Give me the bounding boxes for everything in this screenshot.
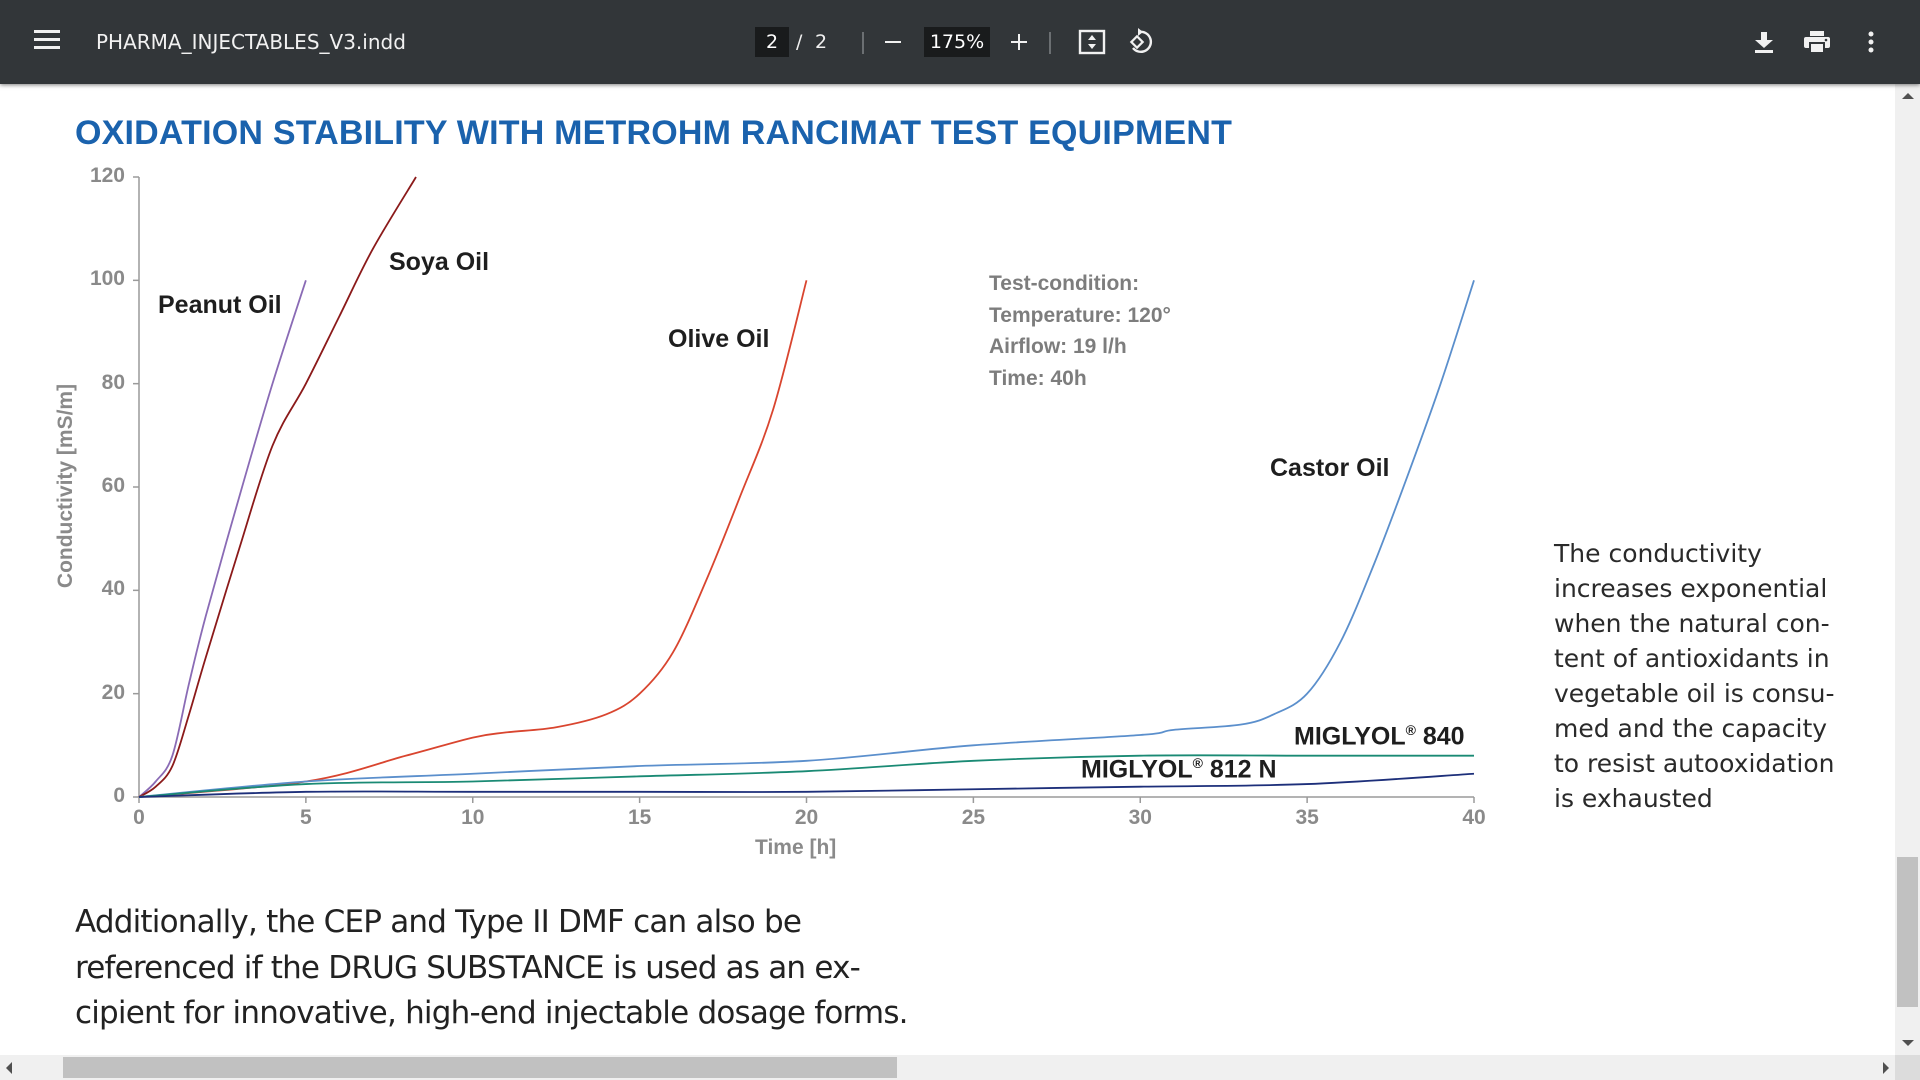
side-explanation-text: The conductivity increases exponential w… bbox=[1554, 536, 1835, 816]
series-label-peanut-oil: Peanut Oil bbox=[158, 291, 282, 319]
print-button[interactable] bbox=[1797, 22, 1837, 62]
document-title: PHARMA_INJECTABLES_V3.indd bbox=[96, 30, 406, 54]
page-number-input[interactable]: 2 bbox=[755, 27, 789, 57]
x-tick-label: 0 bbox=[133, 806, 145, 829]
scroll-up-arrow-icon[interactable] bbox=[1902, 93, 1914, 99]
side-text-line: vegetable oil is consu- bbox=[1554, 679, 1835, 708]
series-line bbox=[138, 280, 307, 798]
series-line bbox=[138, 176, 417, 798]
scroll-down-arrow-icon[interactable] bbox=[1902, 1040, 1914, 1046]
x-tick-label: 15 bbox=[627, 806, 652, 829]
y-tick-label: 60 bbox=[101, 474, 125, 497]
miglyol-840-name: MIGLYOL bbox=[1294, 722, 1406, 751]
pdf-toolbar: PHARMA_INJECTABLES_V3.indd 2 / 2 175% bbox=[0, 0, 1920, 84]
x-tick-label: 30 bbox=[1128, 806, 1152, 829]
series-line bbox=[138, 772, 1475, 798]
series-line bbox=[138, 280, 1475, 798]
series-label-miglyol-840: MIGLYOL® 840 bbox=[1294, 722, 1465, 751]
registered-mark: ® bbox=[1405, 722, 1416, 738]
y-tick-label: 120 bbox=[89, 164, 125, 187]
oxidation-stability-chart bbox=[133, 176, 1475, 803]
plus-icon bbox=[1011, 34, 1027, 50]
x-tick-label: 5 bbox=[300, 806, 312, 829]
scroll-left-arrow-icon[interactable] bbox=[6, 1062, 12, 1074]
hamburger-menu-icon[interactable] bbox=[34, 30, 60, 52]
rotate-counterclockwise-icon bbox=[1129, 28, 1153, 53]
registered-mark: ® bbox=[1192, 755, 1203, 771]
chart-series bbox=[138, 176, 1475, 798]
test-condition-time: Time: 40h bbox=[989, 366, 1087, 390]
y-tick-label: 40 bbox=[101, 577, 125, 601]
test-condition-heading: Test-condition: bbox=[989, 272, 1140, 295]
more-actions-button[interactable] bbox=[1851, 22, 1891, 62]
paragraph-line: referenced if the DRUG SUBSTANCE is used… bbox=[75, 949, 861, 986]
side-text-line: when the natural con- bbox=[1554, 609, 1830, 638]
miglyol-812-number: 812 N bbox=[1202, 755, 1277, 784]
side-text-line: med and the capacity bbox=[1554, 714, 1828, 743]
toolbar-divider bbox=[1049, 32, 1051, 54]
x-tick-label: 40 bbox=[1462, 806, 1486, 829]
series-label-castor-oil: Castor Oil bbox=[1270, 454, 1390, 482]
side-text-line: The conductivity bbox=[1554, 539, 1762, 568]
test-condition-annotation: Test-condition: Temperature: 120° Airflo… bbox=[989, 268, 1171, 394]
fit-to-page-button[interactable] bbox=[1072, 22, 1112, 62]
side-text-line: is exhausted bbox=[1554, 784, 1713, 813]
scroll-right-arrow-icon[interactable] bbox=[1883, 1062, 1889, 1074]
x-tick-label: 20 bbox=[794, 806, 819, 829]
series-line bbox=[138, 280, 808, 798]
minus-icon bbox=[885, 41, 901, 43]
side-text-line: tent of antioxidants in bbox=[1554, 644, 1830, 673]
y-tick-label: 20 bbox=[101, 680, 125, 704]
download-button[interactable] bbox=[1744, 22, 1784, 62]
miglyol-840-number: 840 bbox=[1415, 722, 1465, 751]
zoom-out-button[interactable] bbox=[873, 22, 913, 62]
page-separator: / bbox=[796, 31, 803, 53]
more-vertical-icon bbox=[1868, 31, 1874, 53]
section-heading: OXIDATION STABILITY WITH METROHM RANCIMA… bbox=[75, 114, 1233, 152]
side-text-line: increases exponential bbox=[1554, 574, 1828, 603]
test-condition-airflow: Airflow: 19 l/h bbox=[989, 335, 1127, 358]
series-label-miglyol-812n: MIGLYOL® 812 N bbox=[1081, 755, 1277, 784]
series-label-soya-oil: Soya Oil bbox=[389, 248, 490, 276]
vertical-scroll-thumb[interactable] bbox=[1897, 857, 1918, 1007]
test-condition-temperature: Temperature: 120° bbox=[989, 303, 1171, 327]
horizontal-scroll-thumb[interactable] bbox=[63, 1057, 897, 1078]
y-axis-label: Conductivity [mS/m] bbox=[54, 383, 77, 589]
x-tick-label: 10 bbox=[461, 806, 485, 829]
rotate-button[interactable] bbox=[1121, 22, 1161, 62]
x-tick-label: 35 bbox=[1295, 806, 1319, 829]
zoom-level-input[interactable]: 175% bbox=[924, 27, 990, 57]
scrollbar-corner bbox=[1895, 1055, 1920, 1080]
toolbar-divider bbox=[862, 32, 864, 54]
chart-axes bbox=[133, 176, 1475, 803]
y-tick-label: 80 bbox=[101, 370, 125, 394]
paragraph-line: Additionally, the CEP and Type II DMF ca… bbox=[75, 904, 802, 940]
body-paragraph: Additionally, the CEP and Type II DMF ca… bbox=[75, 900, 909, 1037]
series-line bbox=[138, 754, 1474, 798]
download-icon bbox=[1755, 32, 1773, 53]
fit-to-page-icon bbox=[1078, 29, 1106, 55]
total-pages: 2 bbox=[815, 31, 828, 53]
series-label-olive-oil: Olive Oil bbox=[668, 325, 770, 353]
miglyol-812-name: MIGLYOL bbox=[1081, 755, 1193, 784]
print-icon bbox=[1804, 31, 1830, 54]
side-text-line: to resist autooxidation bbox=[1554, 749, 1835, 778]
y-tick-label: 0 bbox=[113, 784, 125, 807]
vertical-scrollbar[interactable] bbox=[1895, 84, 1920, 1055]
paragraph-line: cipient for innovative, high-end injecta… bbox=[75, 995, 909, 1031]
pdf-page-viewport: OXIDATION STABILITY WITH METROHM RANCIMA… bbox=[0, 84, 1895, 1055]
x-axis-label: Time [h] bbox=[755, 836, 837, 859]
x-tick-label: 25 bbox=[961, 806, 986, 829]
zoom-in-button[interactable] bbox=[999, 22, 1039, 62]
horizontal-scrollbar[interactable] bbox=[0, 1055, 1895, 1080]
y-tick-label: 100 bbox=[89, 267, 125, 291]
